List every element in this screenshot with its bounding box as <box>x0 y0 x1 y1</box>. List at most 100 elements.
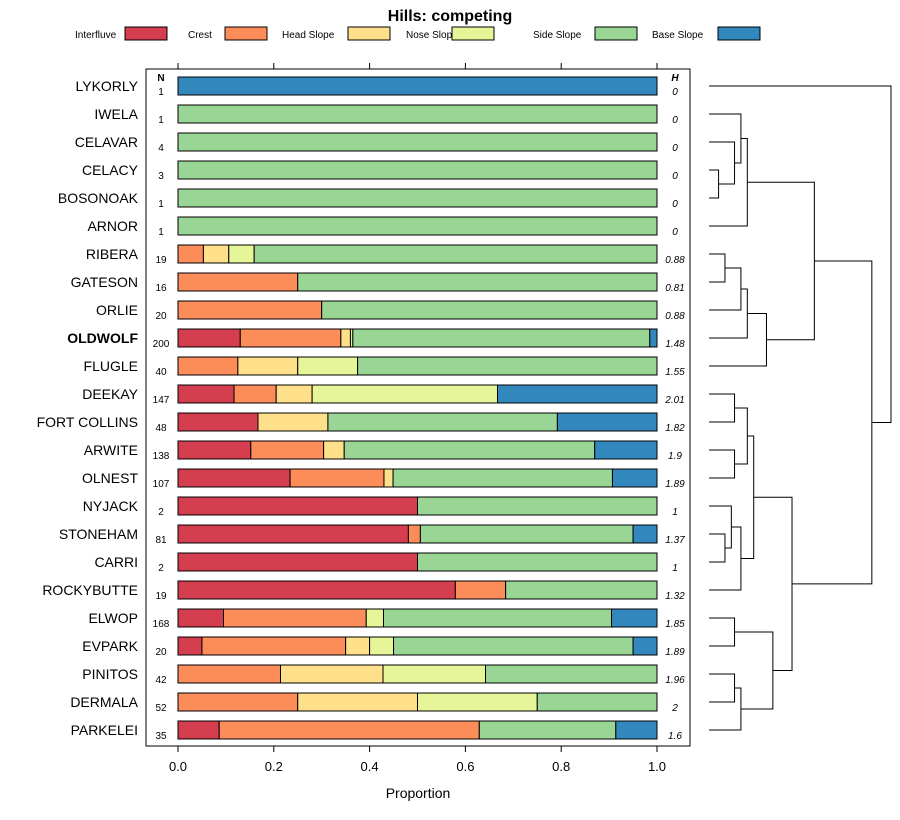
h-value: 1.55 <box>665 367 685 378</box>
dendrogram-link <box>734 407 748 465</box>
bar-segment <box>594 440 658 460</box>
n-value: 52 <box>155 703 167 714</box>
dendrogram-link <box>709 617 736 647</box>
bar-segment <box>233 384 277 404</box>
bar-segment <box>280 664 384 684</box>
dendrogram <box>709 85 892 731</box>
n-value: 19 <box>155 255 167 266</box>
n-value: 1 <box>158 115 164 126</box>
bar-segment <box>392 468 613 488</box>
bar-segment <box>223 608 367 628</box>
n-value: 107 <box>153 479 170 490</box>
row-label: OLNEST <box>82 470 138 486</box>
h-value: 0.88 <box>665 255 685 266</box>
row-label: CELAVAR <box>75 134 138 150</box>
h-value: 0 <box>672 171 678 182</box>
bar-segment <box>218 720 480 740</box>
plot-frame <box>145 68 691 747</box>
h-value: 1.96 <box>665 675 685 686</box>
n-value: 138 <box>153 451 170 462</box>
row-label: ELWOP <box>88 610 138 626</box>
n-value: 42 <box>155 675 167 686</box>
x-tick-label: 0.2 <box>265 759 283 774</box>
legend-swatch <box>594 26 638 41</box>
bar-segment <box>177 608 225 628</box>
row-label: LYKORLY <box>75 78 138 94</box>
n-value: 1 <box>158 199 164 210</box>
n-value: 4 <box>158 143 164 154</box>
legend-swatch <box>717 26 761 41</box>
bar-segment <box>340 328 351 348</box>
bar-segment <box>177 552 418 572</box>
bar-segment <box>417 692 538 712</box>
x-axis: 0.0 0.2 0.4 0.6 0.8 1.0 <box>169 63 666 774</box>
dendrogram-link <box>709 85 892 423</box>
dendrogram-link <box>709 673 736 703</box>
bar-segment <box>454 580 507 600</box>
bar-segment <box>257 412 329 432</box>
row-label: CELACY <box>82 162 139 178</box>
h-value: 1 <box>672 563 678 574</box>
n-value: 3 <box>158 171 164 182</box>
row-label: ROCKYBUTTE <box>42 582 138 598</box>
row-label: DERMALA <box>70 694 138 710</box>
n-value: 48 <box>155 423 167 434</box>
row-label: PARKELEI <box>71 722 138 738</box>
bar-segment <box>177 132 658 152</box>
h-value: 0 <box>672 87 678 98</box>
bar-segment <box>365 608 384 628</box>
dendrogram-link <box>734 631 774 710</box>
bar-segment <box>177 160 658 180</box>
n-value: 20 <box>155 311 167 322</box>
bar-segment <box>321 300 658 320</box>
bar-segment <box>177 468 291 488</box>
dendrogram-link <box>709 313 767 367</box>
bar-segment <box>297 692 418 712</box>
h-value: 2 <box>671 703 678 714</box>
bar-segment <box>177 104 658 124</box>
n-header: N <box>157 73 164 84</box>
bar-segment <box>297 272 658 292</box>
bar-segment <box>202 244 230 264</box>
legend-label: Base Slope <box>652 30 704 41</box>
legend-label: Side Slope <box>533 30 582 41</box>
x-tick-label: 0.6 <box>456 759 474 774</box>
legend-swatch <box>347 26 391 41</box>
bar-segment <box>369 636 395 656</box>
dendrogram-link <box>709 141 736 185</box>
bar-segment <box>177 440 252 460</box>
h-value: 1.89 <box>665 479 685 490</box>
n-value: 16 <box>155 283 167 294</box>
row-label: CARRI <box>94 554 138 570</box>
bar-segment <box>323 440 345 460</box>
bar-segment <box>611 468 658 488</box>
dendrogram-link <box>709 449 736 479</box>
x-axis-label: Proportion <box>386 785 451 801</box>
bar-segment <box>177 580 456 600</box>
bar-segment <box>177 300 323 320</box>
n-value: 20 <box>155 647 167 658</box>
dendrogram-link <box>709 687 742 731</box>
bar-segment <box>177 524 409 544</box>
row-label: ORLIE <box>96 302 138 318</box>
bar-segment <box>632 636 658 656</box>
n-value: 168 <box>153 619 170 630</box>
row-label: IWELA <box>94 106 138 122</box>
row-label: PINITOS <box>82 666 138 682</box>
bar-segment <box>177 412 259 432</box>
h-value: 1.48 <box>665 339 685 350</box>
n-value: 200 <box>153 339 170 350</box>
row-label: FLUGLE <box>84 358 138 374</box>
bar-segment <box>177 272 299 292</box>
row-label: STONEHAM <box>59 526 138 542</box>
bar-segment <box>610 608 658 628</box>
bar-segment <box>345 636 371 656</box>
n-value: 2 <box>158 507 164 518</box>
h-header: H <box>671 73 679 84</box>
row-label: EVPARK <box>82 638 138 654</box>
h-value: 1 <box>672 507 678 518</box>
bar-segment <box>417 552 658 572</box>
row-label: NYJACK <box>83 498 139 514</box>
dendrogram-link <box>709 533 726 563</box>
